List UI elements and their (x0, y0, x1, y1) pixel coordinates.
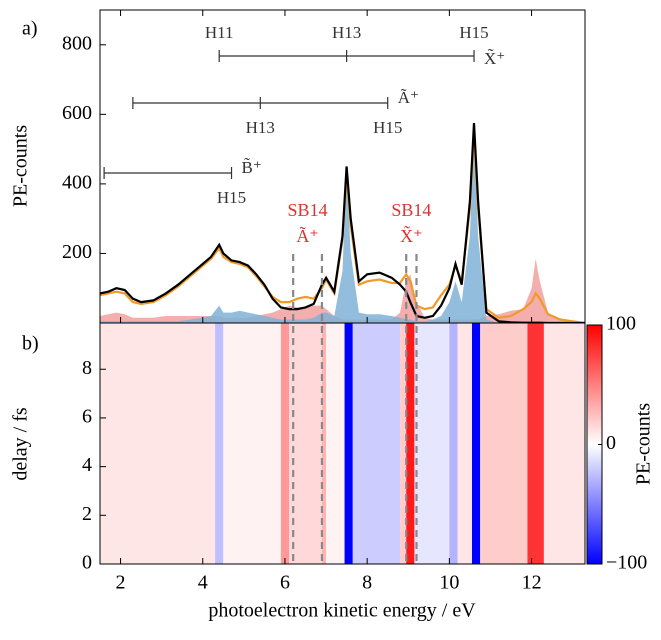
state-label: X̃⁺ (484, 49, 505, 68)
area (100, 258, 585, 323)
heatmap-cell (543, 323, 585, 564)
x-tick-label: 12 (522, 572, 542, 594)
y-tick-label: 4 (82, 454, 92, 476)
heatmap-cell (280, 323, 290, 564)
x-tick-label: 2 (116, 572, 126, 594)
sideband-label: SB14 (391, 200, 431, 220)
heatmap-cell (471, 323, 481, 564)
y-axis-label: PE-counts (10, 125, 32, 207)
y-tick-label: 600 (62, 102, 92, 124)
heatmap-cell (326, 323, 345, 564)
colorbar-label: PE-counts (633, 403, 655, 485)
heatmap-cell (414, 323, 450, 564)
y-tick-label: 800 (62, 32, 92, 54)
area (100, 128, 585, 323)
panel-label: a) (22, 18, 38, 40)
y-axis-label: delay / fs (10, 407, 32, 481)
y-tick-label: 8 (82, 357, 92, 379)
harmonic-label: H11 (205, 23, 234, 42)
panel-label: b) (22, 333, 39, 355)
heatmap-cell (352, 323, 401, 564)
y-tick-label: 2 (82, 503, 92, 525)
sideband-state: X̃⁺ (400, 225, 423, 247)
heatmap-cell (527, 323, 544, 564)
heatmap (100, 323, 585, 564)
harmonic-label: H15 (459, 23, 488, 42)
heatmap-cell (321, 323, 327, 564)
heatmap-cell (480, 323, 528, 564)
x-tick-label: 6 (280, 572, 290, 594)
y-tick-label: 200 (62, 241, 92, 263)
sideband-state: Ã⁺ (296, 225, 319, 246)
frame (99, 322, 586, 565)
x-axis-label: photoelectron kinetic energy / eV (208, 600, 476, 622)
x-tick-label: 8 (362, 572, 372, 594)
heatmap-cell (344, 323, 353, 564)
heatmap-cell (215, 323, 224, 564)
heatmap-cell (406, 323, 415, 564)
sideband-label: SB14 (288, 200, 328, 220)
y-tick-label: 0 (82, 552, 92, 574)
heatmap-cell (400, 323, 407, 564)
heatmap-cell (449, 323, 458, 564)
colorbar-tick-label: −100 (606, 552, 647, 574)
line (100, 122, 585, 323)
colorbar-tick-label: 100 (606, 313, 636, 335)
heatmap-cell (457, 323, 472, 564)
state-label: Ã⁺ (398, 88, 419, 107)
x-tick-label: 10 (439, 572, 459, 594)
colorbar-tick-label: 0 (606, 432, 616, 454)
y-tick-label: 400 (62, 171, 92, 193)
plot-area (100, 122, 585, 323)
state-label: B̃⁺ (242, 158, 262, 177)
heatmap-cell (100, 323, 216, 564)
y-tick-label: 6 (82, 406, 92, 428)
harmonic-label: H13 (246, 118, 275, 137)
harmonic-label: H13 (332, 23, 361, 42)
x-tick-label: 4 (198, 572, 208, 594)
harmonic-label: H15 (217, 188, 246, 207)
heatmap-cell (223, 323, 281, 564)
heatmap-cell (289, 323, 322, 564)
harmonic-label: H15 (373, 118, 402, 137)
